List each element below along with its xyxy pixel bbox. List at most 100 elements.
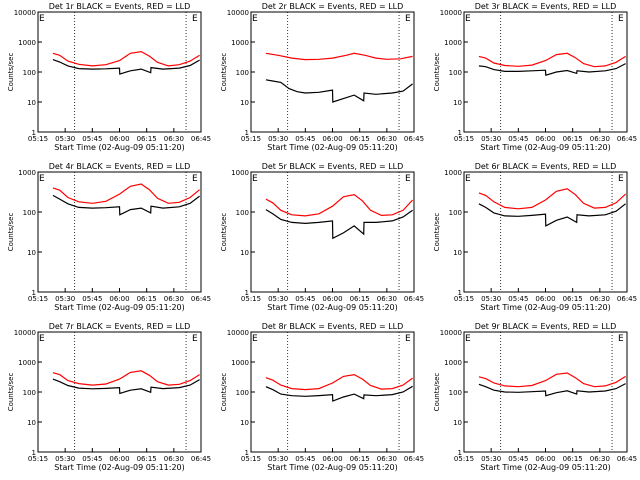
x-tick-label: 06:30 <box>377 455 397 463</box>
events-series-line <box>265 385 413 402</box>
panel-title: Det 9r BLACK = Events, RED = LLD <box>475 322 617 331</box>
panel-title: Det 7r BLACK = Events, RED = LLD <box>49 322 191 331</box>
y-tick-label: 100 <box>449 389 462 397</box>
x-tick-label: 05:15 <box>454 135 474 143</box>
corner-mark-right: E <box>405 334 411 344</box>
corner-mark-left: E <box>252 334 258 344</box>
x-tick-label: 05:45 <box>508 295 528 303</box>
corner-mark-left: E <box>465 174 471 184</box>
corner-mark-right: E <box>192 334 198 344</box>
y-tick-label: 1 <box>458 449 462 457</box>
y-axis-label: Counts/sec <box>433 53 441 92</box>
x-tick-label: 05:30 <box>55 135 75 143</box>
x-tick-label: 06:15 <box>137 295 157 303</box>
y-tick-label: 1 <box>32 289 36 297</box>
corner-mark-left: E <box>252 14 258 24</box>
y-tick-label: 1000 <box>444 359 462 367</box>
plot-frame <box>250 11 415 133</box>
y-axis-label: Counts/sec <box>220 213 228 252</box>
corner-mark-right: E <box>618 174 624 184</box>
x-tick-label: 05:45 <box>295 455 315 463</box>
x-tick-label: 06:00 <box>535 135 555 143</box>
y-tick-label: 1000 <box>18 39 36 47</box>
x-tick-label: 06:15 <box>563 295 583 303</box>
x-tick-label: 06:00 <box>109 295 129 303</box>
x-tick-label: 06:00 <box>322 295 342 303</box>
corner-mark-left: E <box>39 334 45 344</box>
x-tick-label: 05:45 <box>82 295 102 303</box>
y-axis-label: Counts/sec <box>220 373 228 412</box>
x-tick-label: 05:30 <box>481 295 501 303</box>
y-tick-label: 1 <box>245 129 249 137</box>
x-tick-label: 05:45 <box>82 135 102 143</box>
y-tick-label: 1000 <box>444 39 462 47</box>
events-series-line <box>52 59 200 75</box>
x-tick-label: 06:45 <box>191 295 211 303</box>
y-axis-label: Counts/sec <box>433 373 441 412</box>
panel-title: Det 8r BLACK = Events, RED = LLD <box>262 322 404 331</box>
plot-frame <box>37 171 202 293</box>
y-tick-label: 1 <box>32 449 36 457</box>
y-tick-label: 10 <box>453 249 462 257</box>
lld-series-line <box>265 52 413 61</box>
lld-series-line <box>52 183 200 204</box>
corner-mark-right: E <box>192 14 198 24</box>
x-tick-label: 05:15 <box>28 455 48 463</box>
y-tick-label: 1000 <box>231 39 249 47</box>
x-tick-label: 05:30 <box>55 295 75 303</box>
x-tick-label: 05:15 <box>241 135 261 143</box>
x-tick-label: 06:15 <box>563 135 583 143</box>
corner-mark-right: E <box>192 174 198 184</box>
y-tick-label: 10000 <box>227 329 249 337</box>
y-tick-label: 100 <box>23 209 36 217</box>
x-tick-label: 06:00 <box>535 295 555 303</box>
y-tick-label: 10 <box>240 99 249 107</box>
panel-title: Det 2r BLACK = Events, RED = LLD <box>262 2 404 11</box>
y-tick-label: 1000 <box>18 359 36 367</box>
x-tick-label: 06:15 <box>137 455 157 463</box>
y-tick-label: 10000 <box>440 9 462 17</box>
plot-frame <box>250 331 415 453</box>
x-axis-label: Start Time (02-Aug-09 05:11:20) <box>480 143 611 152</box>
y-tick-label: 10000 <box>440 329 462 337</box>
y-tick-label: 1 <box>245 289 249 297</box>
events-series-line <box>265 209 413 240</box>
x-tick-label: 06:30 <box>377 135 397 143</box>
corner-mark-left: E <box>465 334 471 344</box>
x-tick-label: 06:00 <box>535 455 555 463</box>
y-tick-label: 100 <box>236 69 249 77</box>
y-tick-label: 100 <box>23 69 36 77</box>
y-tick-label: 100 <box>23 389 36 397</box>
corner-mark-right: E <box>405 174 411 184</box>
x-tick-label: 05:30 <box>268 455 288 463</box>
y-tick-label: 100 <box>236 389 249 397</box>
y-axis-label: Counts/sec <box>7 213 15 252</box>
x-tick-label: 05:15 <box>28 295 48 303</box>
x-tick-label: 06:30 <box>164 455 184 463</box>
y-tick-label: 10000 <box>14 9 36 17</box>
y-axis-label: Counts/sec <box>7 373 15 412</box>
corner-mark-left: E <box>252 174 258 184</box>
x-tick-label: 05:30 <box>55 455 75 463</box>
plot-frame <box>463 171 628 293</box>
y-tick-label: 100 <box>449 69 462 77</box>
x-tick-label: 06:00 <box>322 135 342 143</box>
y-tick-label: 10 <box>453 99 462 107</box>
panel-title: Det 4r BLACK = Events, RED = LLD <box>49 162 191 171</box>
y-tick-label: 1 <box>245 449 249 457</box>
x-tick-label: 05:15 <box>454 455 474 463</box>
x-tick-label: 06:45 <box>404 455 424 463</box>
x-tick-label: 06:30 <box>590 295 610 303</box>
x-tick-label: 06:30 <box>377 295 397 303</box>
x-tick-label: 06:45 <box>404 135 424 143</box>
x-axis-label: Start Time (02-Aug-09 05:11:20) <box>54 463 185 472</box>
x-tick-label: 05:15 <box>241 295 261 303</box>
x-axis-label: Start Time (02-Aug-09 05:11:20) <box>267 143 398 152</box>
